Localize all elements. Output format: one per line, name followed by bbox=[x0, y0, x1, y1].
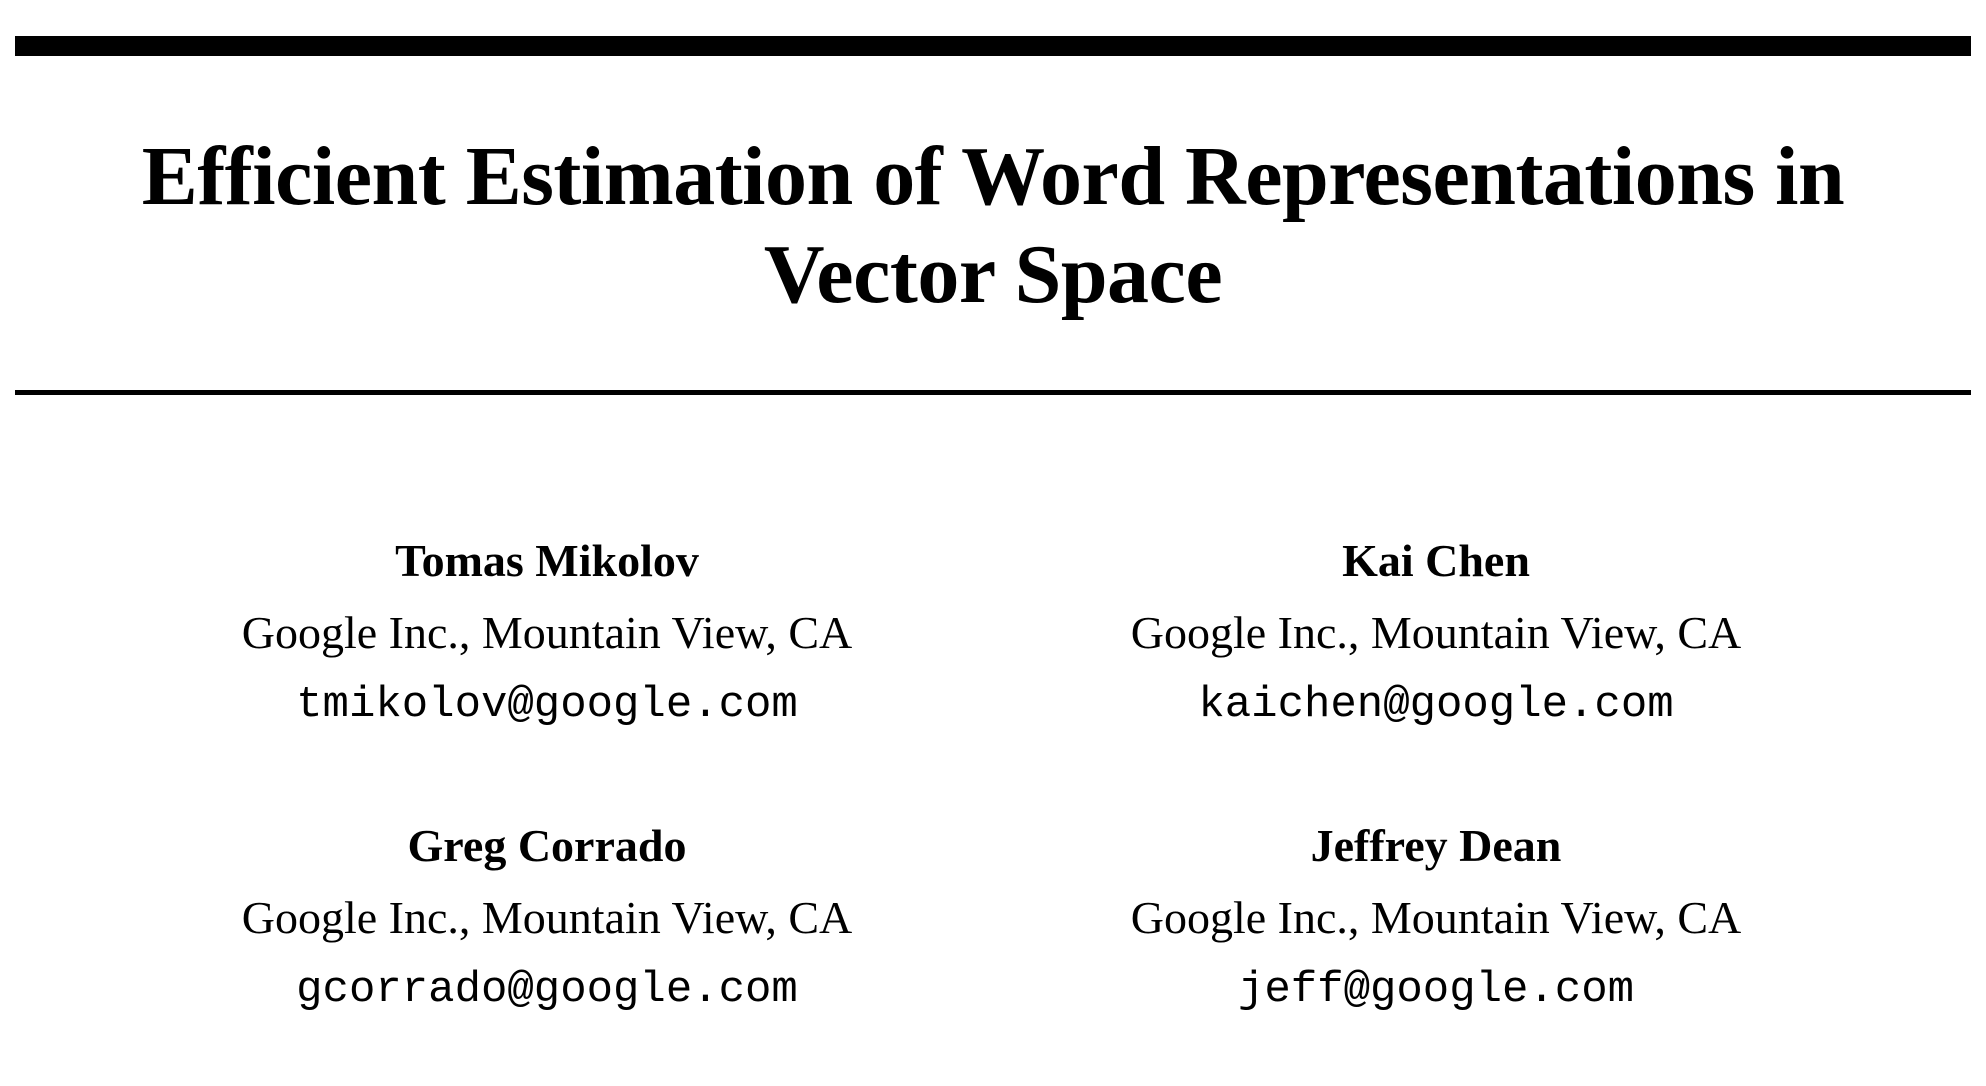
author-block-dean: Jeffrey Dean Google Inc., Mountain View,… bbox=[1046, 810, 1826, 1026]
paper-title: Efficient Estimation of Word Representat… bbox=[141, 130, 1845, 321]
author-affiliation: Google Inc., Mountain View, CA bbox=[241, 607, 853, 658]
author-email: tmikolov@google.com bbox=[296, 680, 798, 730]
author-name: Greg Corrado bbox=[407, 820, 687, 871]
author-affiliation: Google Inc., Mountain View, CA bbox=[241, 892, 853, 943]
author-block-chen: Kai Chen Google Inc., Mountain View, CA … bbox=[1046, 525, 1826, 741]
author-affiliation: Google Inc., Mountain View, CA bbox=[1130, 892, 1742, 943]
author-email: jeff@google.com bbox=[1237, 965, 1635, 1015]
title-bottom-rule bbox=[15, 390, 1971, 395]
author-name: Tomas Mikolov bbox=[395, 535, 699, 586]
author-block-mikolov: Tomas Mikolov Google Inc., Mountain View… bbox=[157, 525, 937, 741]
author-name: Jeffrey Dean bbox=[1310, 820, 1562, 871]
author-email: gcorrado@google.com bbox=[296, 965, 798, 1015]
author-name: Kai Chen bbox=[1342, 535, 1530, 586]
top-rule bbox=[15, 36, 1971, 56]
author-affiliation: Google Inc., Mountain View, CA bbox=[1130, 607, 1742, 658]
author-email: kaichen@google.com bbox=[1198, 680, 1674, 730]
author-block-corrado: Greg Corrado Google Inc., Mountain View,… bbox=[157, 810, 937, 1026]
